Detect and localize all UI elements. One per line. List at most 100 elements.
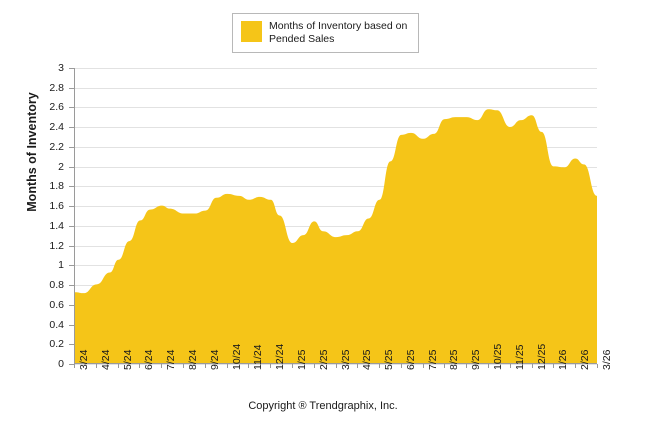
- x-axis-tick: [161, 364, 163, 368]
- y-axis-tick: [69, 225, 74, 227]
- gridline: [75, 127, 597, 129]
- y-axis-tick: [69, 87, 74, 89]
- y-axis-tick-label: 2.6: [49, 101, 64, 114]
- gridline: [75, 107, 597, 109]
- copyright-text: Copyright ® Trendgraphix, Inc.: [248, 400, 398, 412]
- y-axis-tick: [69, 324, 74, 326]
- x-axis-tick: [357, 364, 359, 368]
- gridline: [75, 166, 597, 168]
- y-axis-tick-label: 2: [58, 160, 64, 173]
- y-axis-tick: [69, 166, 74, 168]
- x-axis-tick: [74, 364, 75, 368]
- y-axis-ticks: [68, 68, 74, 365]
- gridline: [75, 225, 597, 227]
- x-axis-tick-label: 5/25: [383, 349, 396, 370]
- x-axis-tick-label: 8/24: [186, 349, 199, 370]
- y-axis-tick-label: 0.2: [49, 338, 64, 351]
- plot-area: [74, 68, 597, 365]
- x-axis-tick-label: 1/25: [295, 349, 308, 370]
- x-axis-tick-label: 11/25: [513, 344, 526, 371]
- x-axis-tick: [291, 364, 293, 368]
- y-axis-tick-label: 1.2: [49, 239, 64, 252]
- x-axis-tick: [575, 364, 577, 368]
- gridline: [75, 206, 597, 208]
- y-axis-tick-label: 0: [58, 358, 64, 370]
- y-axis-tick-label: 0.8: [49, 279, 64, 292]
- y-axis-tick-label: 1.4: [49, 219, 64, 232]
- y-axis-tick: [69, 68, 74, 69]
- x-axis-tick-label: 1/26: [557, 349, 570, 370]
- x-axis-tick-label: 7/25: [426, 349, 439, 370]
- area-series: [75, 109, 597, 363]
- x-axis-tick-label: 4/25: [361, 349, 374, 370]
- x-axis-tick-label: 3/26: [601, 349, 613, 370]
- x-axis-tick: [204, 364, 206, 368]
- x-axis-tick-label: 9/25: [470, 349, 483, 370]
- x-axis-tick: [270, 364, 272, 368]
- y-axis-tick: [69, 364, 74, 365]
- y-axis-tick: [69, 186, 74, 188]
- x-axis-tick-label: 10/25: [492, 343, 505, 370]
- x-axis-tick: [400, 364, 402, 368]
- x-axis-tick: [117, 364, 119, 368]
- y-axis-tick: [69, 265, 74, 267]
- gridline: [75, 186, 597, 188]
- x-axis-tick-label: 8/25: [448, 349, 461, 370]
- x-axis-tick-label: 3/24: [78, 349, 90, 370]
- x-axis-ticks: [74, 364, 598, 369]
- x-axis-tick: [466, 364, 468, 368]
- y-axis-tick: [69, 245, 74, 247]
- y-axis-tick: [69, 107, 74, 109]
- x-axis-tick: [248, 364, 250, 368]
- x-axis-tick: [509, 364, 511, 368]
- y-axis-tick: [69, 146, 74, 148]
- x-axis-tick: [553, 364, 555, 368]
- y-axis-tick: [69, 285, 74, 287]
- y-axis-tick-label: 2.8: [49, 81, 64, 94]
- x-axis-tick: [139, 364, 141, 368]
- x-axis-tick: [182, 364, 184, 368]
- x-axis-tick: [379, 364, 381, 368]
- y-axis-tick-label: 0.6: [49, 298, 64, 311]
- x-axis-tick-label: 12/25: [535, 343, 548, 370]
- y-axis-tick: [69, 206, 74, 208]
- legend-label: Months of Inventory based on Pended Sale…: [269, 20, 408, 45]
- x-axis-tick: [531, 364, 533, 368]
- gridline: [75, 87, 597, 89]
- y-axis-tick-label: 2.4: [49, 121, 64, 134]
- x-axis-tick: [226, 364, 228, 368]
- x-axis-tick-label: 7/24: [165, 349, 178, 370]
- y-axis-tick: [69, 304, 74, 306]
- x-axis-tick-label: 12/24: [274, 343, 287, 370]
- x-axis-tick-label: 10/24: [230, 343, 243, 370]
- x-axis-tick: [488, 364, 490, 368]
- gridline: [75, 146, 597, 148]
- y-axis-tick: [69, 127, 74, 129]
- x-axis-tick-label: 6/25: [404, 349, 417, 370]
- x-axis-tick: [313, 364, 315, 368]
- x-axis-tick: [95, 364, 97, 368]
- x-axis-tick-label: 5/24: [121, 349, 134, 370]
- x-axis-tick-label: 11/24: [252, 344, 265, 371]
- y-axis-tick-label: 2.2: [49, 140, 64, 153]
- x-axis-tick-label: 2/25: [317, 349, 330, 370]
- x-axis-tick-label: 2/26: [579, 349, 592, 370]
- y-axis-tick-label: 1.6: [49, 200, 64, 213]
- y-axis-labels: 3 2.8 2.6 2.4 2.2 2 1.8 1.6 1.4 1.2 1 0.8 0.6 0.4 0.2 0: [0, 62, 70, 370]
- x-axis-tick-label: 6/24: [143, 349, 156, 370]
- x-axis-tick-label: 4/24: [99, 349, 112, 370]
- x-axis-tick: [335, 364, 337, 368]
- gridline: [75, 68, 597, 69]
- y-axis-tick-label: 0.4: [49, 318, 64, 331]
- y-axis-tick: [69, 344, 74, 346]
- y-axis-tick-label: 1.8: [49, 180, 64, 193]
- x-axis-tick: [444, 364, 446, 368]
- x-axis-tick: [597, 364, 598, 368]
- legend-swatch: [241, 21, 262, 42]
- x-axis-tick: [422, 364, 424, 368]
- y-axis-tick-label: 1: [58, 259, 64, 272]
- y-axis-tick-label: 3: [58, 62, 64, 74]
- area-path: [75, 109, 597, 363]
- x-axis-tick-label: 3/25: [339, 349, 352, 370]
